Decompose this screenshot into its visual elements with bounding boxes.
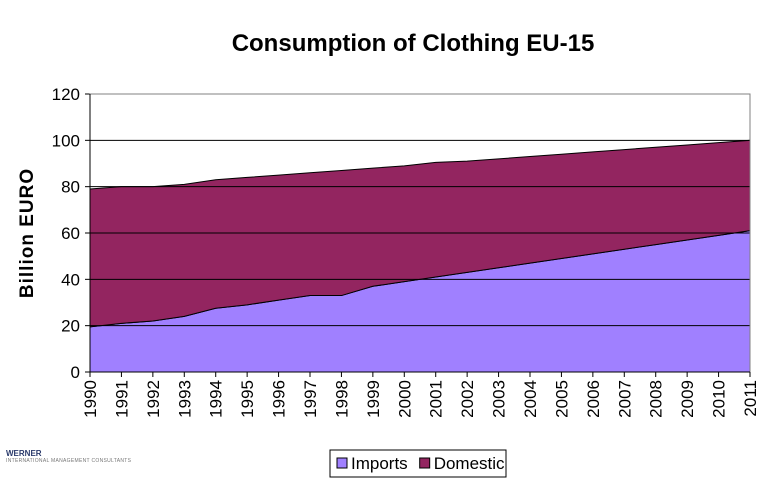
- x-tick-label: 1997: [301, 380, 320, 418]
- y-tick-label: 40: [61, 270, 80, 289]
- y-tick-label: 80: [61, 178, 80, 197]
- x-tick-label: 1993: [175, 380, 194, 418]
- x-tick-label: 2004: [521, 380, 540, 418]
- x-tick-label: 2006: [584, 380, 603, 418]
- plot-area: 0 20 40 60 80 100 120 1990 1991 1992 1993 1994 1995 1…: [52, 85, 760, 418]
- y-axis-label: Billion EURO: [17, 168, 38, 298]
- y-tick-label: 0: [71, 363, 80, 382]
- y-tick-label: 20: [61, 317, 80, 336]
- x-tick-label: 1996: [270, 380, 289, 418]
- x-tick-label: 1992: [144, 380, 163, 418]
- x-tick-label: 1990: [81, 380, 100, 418]
- x-tick-label: 1998: [332, 380, 351, 418]
- x-tick-label: 1994: [207, 380, 226, 418]
- legend: Imports Domestic: [329, 449, 507, 478]
- legend-swatch-imports: [336, 457, 348, 469]
- y-tick-label: 100: [52, 131, 80, 150]
- logo-name: WERNER: [6, 449, 42, 458]
- x-tick-label: 2011: [741, 380, 760, 417]
- legend-label-imports: Imports: [351, 454, 408, 473]
- x-tick-label: 2007: [615, 380, 634, 418]
- logo-tagline: INTERNATIONAL MANAGEMENT CONSULTANTS: [6, 458, 132, 464]
- legend-label-domestic: Domestic: [434, 454, 505, 473]
- x-tick-label: 2000: [395, 380, 414, 418]
- x-tick-label: 1999: [364, 380, 383, 418]
- legend-box: [329, 449, 507, 478]
- x-tick-label: 2008: [647, 380, 666, 418]
- y-tick-label: 120: [52, 85, 80, 104]
- x-tick-label: 2002: [458, 380, 477, 418]
- company-logo: WERNER INTERNATIONAL MANAGEMENT CONSULTA…: [6, 449, 131, 464]
- chart-title: Consumption of Clothing EU-15: [232, 30, 595, 57]
- y-tick-label: 60: [61, 224, 80, 243]
- x-tick-label: 2005: [552, 380, 571, 418]
- x-tick-label: 2010: [710, 380, 729, 418]
- x-tick-label: 1991: [112, 380, 131, 418]
- legend-swatch-domestic: [419, 457, 431, 469]
- x-tick-label: 2001: [427, 380, 446, 418]
- x-tick-label: 2003: [490, 380, 509, 418]
- x-tick-label: 1995: [238, 380, 257, 418]
- x-tick-label: 2009: [678, 380, 697, 418]
